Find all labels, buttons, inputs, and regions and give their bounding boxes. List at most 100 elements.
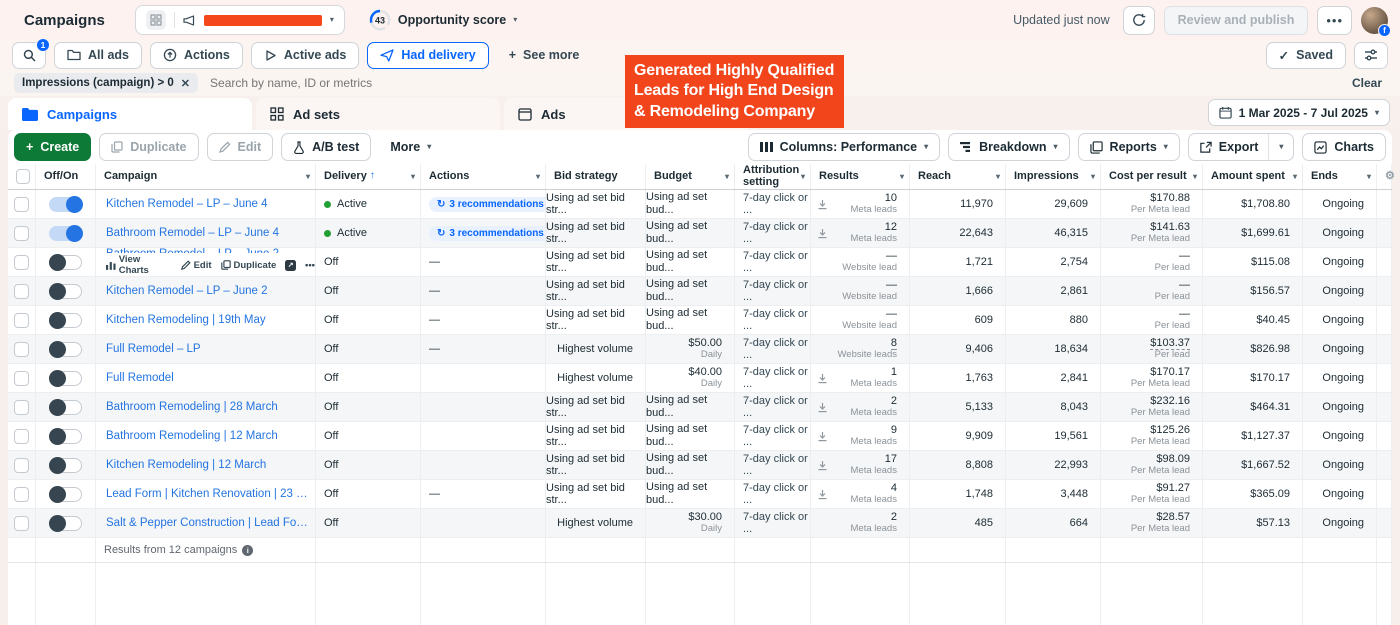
row-checkbox[interactable] xyxy=(14,341,29,357)
campaign-toggle[interactable] xyxy=(49,456,82,474)
edit-button[interactable]: Edit xyxy=(206,133,274,161)
campaign-link[interactable]: Kitchen Remodel – LP – June 4 xyxy=(106,198,268,210)
results-cell: 2 Meta leads xyxy=(811,509,910,537)
reach-cell: 1,748 xyxy=(910,480,1006,508)
export-button[interactable]: Export xyxy=(1189,134,1269,160)
campaign-toggle[interactable] xyxy=(49,340,82,358)
row-checkbox[interactable] xyxy=(14,486,29,502)
col-delivery[interactable]: Delivery ↑ ▾ xyxy=(316,164,421,189)
campaign-link[interactable]: Kitchen Remodeling | 12 March xyxy=(106,459,267,471)
col-ends[interactable]: Ends ▾ xyxy=(1303,164,1377,189)
campaign-link[interactable]: Bathroom Remodel – LP – June 4 xyxy=(106,227,280,239)
campaign-toggle[interactable] xyxy=(49,311,82,329)
col-actions[interactable]: Actions ▾ xyxy=(421,164,546,189)
cost-per-result-cell: $91.27 Per Meta lead xyxy=(1101,480,1203,508)
impressions-filter-chip[interactable]: Impressions (campaign) > 0 ✕ xyxy=(14,73,199,93)
saved-filter-button[interactable]: ✓ Saved xyxy=(1265,41,1346,69)
campaign-toggle[interactable] xyxy=(49,398,82,416)
attribution-cell: 7-day click or ... xyxy=(735,306,811,334)
date-range-picker[interactable]: 1 Mar 2025 - 7 Jul 2025 ▾ xyxy=(1207,99,1390,126)
row-checkbox[interactable] xyxy=(14,515,29,531)
tab-ad-sets[interactable]: Ad sets xyxy=(256,98,500,130)
col-bid-strategy[interactable]: Bid strategy xyxy=(546,164,646,189)
campaign-link[interactable]: Bathroom Remodeling | 28 March xyxy=(106,401,278,413)
campaign-link[interactable]: Lead Form | Kitchen Renovation | 23 Janu… xyxy=(106,488,310,500)
col-impressions[interactable]: Impressions ▾ xyxy=(1006,164,1101,189)
close-icon[interactable]: ✕ xyxy=(180,77,191,90)
avatar[interactable]: f xyxy=(1361,6,1391,37)
campaign-link[interactable]: Kitchen Remodeling | 19th May xyxy=(106,314,266,326)
row-checkbox[interactable] xyxy=(14,225,29,241)
attribution-cell: 7-day click or ... xyxy=(735,509,811,537)
campaign-toggle[interactable] xyxy=(49,282,82,300)
facebook-badge-icon: f xyxy=(1378,23,1391,37)
campaign-link[interactable]: Salt & Pepper Construction | Lead Form |… xyxy=(106,517,310,529)
col-amount-spent[interactable]: Amount spent ▾ xyxy=(1203,164,1303,189)
export-options-button[interactable]: ▾ xyxy=(1269,134,1293,160)
col-campaign[interactable]: Campaign ▾ xyxy=(96,164,316,189)
all-ads-filter-button[interactable]: All ads xyxy=(54,41,142,69)
off-on-cell xyxy=(36,335,96,363)
row-duplicate-button[interactable]: Duplicate xyxy=(220,260,276,271)
actions-filter-button[interactable]: Actions xyxy=(150,41,243,69)
more-button[interactable]: More ▾ xyxy=(379,133,443,161)
col-cost-per-result[interactable]: Cost per result ▾ xyxy=(1101,164,1203,189)
col-reach[interactable]: Reach ▾ xyxy=(910,164,1006,189)
column-settings-cell[interactable]: ⚙ xyxy=(1377,164,1395,189)
breakdown-button[interactable]: Breakdown ▾ xyxy=(948,133,1070,161)
recommendations-pill[interactable]: ↻ 3 recommendations xyxy=(429,225,545,241)
duplicate-button[interactable]: Duplicate xyxy=(99,133,199,161)
clear-filters-link[interactable]: Clear xyxy=(1351,76,1382,90)
opportunity-score[interactable]: 43 Opportunity score ▾ xyxy=(369,9,517,31)
campaign-toggle[interactable] xyxy=(49,224,83,242)
create-button[interactable]: + Create xyxy=(14,133,92,161)
row-checkbox[interactable] xyxy=(14,428,29,444)
megaphone-icon xyxy=(183,14,196,26)
campaign-toggle[interactable] xyxy=(49,253,82,271)
campaign-link[interactable]: Full Remodel xyxy=(106,372,174,384)
tab-campaigns[interactable]: Campaigns xyxy=(8,98,252,130)
campaign-link[interactable]: Full Remodel – LP xyxy=(106,343,201,355)
filter-settings-button[interactable] xyxy=(1354,41,1388,69)
campaign-toggle[interactable] xyxy=(49,485,82,503)
ab-test-button[interactable]: A/B test xyxy=(281,133,372,161)
amount-spent-cell: $826.98 xyxy=(1203,335,1303,363)
row-checkbox[interactable] xyxy=(14,196,29,212)
campaign-link[interactable]: Bathroom Remodeling | 12 March xyxy=(106,430,278,442)
row-checkbox[interactable] xyxy=(14,283,29,299)
row-edit-button[interactable]: Edit xyxy=(180,260,212,271)
view-charts-button[interactable]: View Charts xyxy=(106,254,172,276)
row-checkbox[interactable] xyxy=(14,457,29,473)
charts-button[interactable]: Charts xyxy=(1302,133,1386,161)
select-all-checkbox[interactable] xyxy=(16,169,30,184)
campaign-link[interactable]: Bathroom Remodel – LP – June 2 xyxy=(106,248,279,253)
account-selector[interactable]: ▾ xyxy=(134,5,345,35)
campaign-toggle[interactable] xyxy=(49,369,82,387)
more-options-button[interactable]: ••• xyxy=(1317,5,1352,35)
col-attribution[interactable]: Attribution setting ▾ xyxy=(735,164,811,189)
columns-button[interactable]: Columns: Performance ▾ xyxy=(747,133,941,161)
had-delivery-filter-button[interactable]: Had delivery xyxy=(367,41,489,69)
campaign-toggle[interactable] xyxy=(49,427,82,445)
col-budget[interactable]: Budget ▾ xyxy=(646,164,735,189)
campaign-toggle[interactable] xyxy=(49,195,83,213)
recommendations-pill[interactable]: ↻ 3 recommendations xyxy=(429,196,545,212)
cost-per-result-cell: $103.37 Per lead xyxy=(1101,335,1203,363)
review-and-publish-button[interactable]: Review and publish xyxy=(1163,5,1309,35)
search-filter-button[interactable]: 1 xyxy=(12,37,50,69)
refresh-button[interactable] xyxy=(1122,5,1155,35)
row-checkbox[interactable] xyxy=(14,399,29,415)
see-more-button[interactable]: + See more xyxy=(508,48,580,62)
col-results[interactable]: Results ▾ xyxy=(811,164,910,189)
inspect-icon[interactable]: ↗ xyxy=(285,259,297,271)
campaign-link[interactable]: Kitchen Remodel – LP – June 2 xyxy=(106,285,268,297)
row-more-button[interactable]: ••• xyxy=(305,259,315,271)
reports-button[interactable]: Reports ▾ xyxy=(1077,133,1180,161)
campaign-toggle[interactable] xyxy=(49,514,82,532)
row-checkbox[interactable] xyxy=(14,254,29,270)
plus-icon: + xyxy=(26,140,34,154)
row-checkbox[interactable] xyxy=(14,370,29,386)
attribution-cell: 7-day click or ... xyxy=(735,248,811,276)
active-ads-filter-button[interactable]: Active ads xyxy=(250,41,360,69)
row-checkbox[interactable] xyxy=(14,312,29,328)
